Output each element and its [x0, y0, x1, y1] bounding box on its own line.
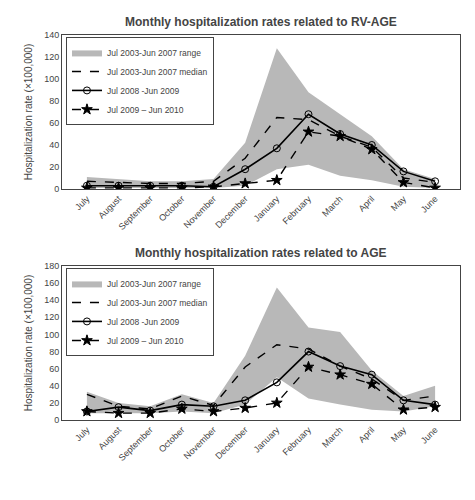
svg-text:April: April: [357, 425, 377, 445]
svg-text:100: 100: [44, 74, 59, 84]
svg-text:July: July: [73, 424, 92, 443]
svg-text:March: March: [320, 194, 345, 219]
svg-text:0: 0: [54, 184, 59, 194]
svg-text:Jul 2003-Jun 2007 median: Jul 2003-Jun 2007 median: [107, 298, 207, 308]
svg-text:20: 20: [49, 398, 59, 408]
svg-text:Hospitalization rate (×100,000: Hospitalization rate (×100,000): [23, 44, 34, 180]
svg-text:140: 140: [44, 295, 59, 305]
svg-text:November: November: [182, 194, 218, 230]
svg-text:Monthly hospitalization rates: Monthly hospitalization rates related to…: [125, 15, 397, 29]
svg-text:180: 180: [44, 261, 59, 271]
svg-text:80: 80: [49, 347, 59, 357]
svg-text:140: 140: [44, 30, 59, 40]
svg-text:June: June: [419, 194, 440, 215]
svg-text:April: April: [357, 194, 377, 214]
svg-text:July: July: [73, 193, 92, 212]
svg-text:October: October: [157, 425, 187, 455]
svg-text:May: May: [389, 193, 408, 212]
svg-text:June: June: [419, 425, 440, 446]
svg-text:May: May: [389, 424, 408, 443]
svg-text:80: 80: [49, 96, 59, 106]
svg-text:August: August: [96, 193, 123, 220]
svg-text:Monthly hospitalization rates: Monthly hospitalization rates related to…: [135, 246, 387, 260]
svg-text:October: October: [157, 194, 187, 224]
svg-text:Hospitalization rate (×100,000: Hospitalization rate (×100,000): [23, 275, 34, 411]
svg-text:January: January: [252, 424, 282, 454]
svg-text:20: 20: [49, 162, 59, 172]
svg-text:Jul 2003-Jun 2007 median: Jul 2003-Jun 2007 median: [107, 67, 207, 77]
svg-text:Jul 2003-Jun 2007 range: Jul 2003-Jun 2007 range: [107, 48, 201, 58]
svg-text:September: September: [117, 425, 155, 463]
svg-text:Jul 2008 -Jun 2009: Jul 2008 -Jun 2009: [107, 317, 180, 327]
svg-text:Jul 2009 – Jun 2010: Jul 2009 – Jun 2010: [107, 336, 184, 346]
svg-text:Jul 2009 – Jun 2010: Jul 2009 – Jun 2010: [107, 105, 184, 115]
svg-text:December: December: [213, 194, 249, 230]
svg-text:August: August: [96, 424, 123, 451]
svg-text:40: 40: [49, 140, 59, 150]
svg-text:September: September: [117, 194, 155, 232]
svg-text:Jul 2003-Jun 2007 range: Jul 2003-Jun 2007 range: [107, 279, 201, 289]
svg-text:100: 100: [44, 330, 59, 340]
svg-text:February: February: [281, 193, 314, 226]
svg-text:December: December: [213, 425, 249, 461]
svg-text:120: 120: [44, 52, 59, 62]
svg-text:November: November: [182, 425, 218, 461]
svg-text:60: 60: [49, 118, 59, 128]
svg-text:Jul 2008 -Jun 2009: Jul 2008 -Jun 2009: [107, 86, 180, 96]
svg-text:February: February: [281, 424, 314, 457]
svg-text:160: 160: [44, 278, 59, 288]
svg-text:January: January: [252, 193, 282, 223]
svg-text:March: March: [320, 425, 345, 450]
svg-text:120: 120: [44, 312, 59, 322]
svg-text:40: 40: [49, 381, 59, 391]
svg-text:60: 60: [49, 364, 59, 374]
svg-text:0: 0: [54, 415, 59, 425]
